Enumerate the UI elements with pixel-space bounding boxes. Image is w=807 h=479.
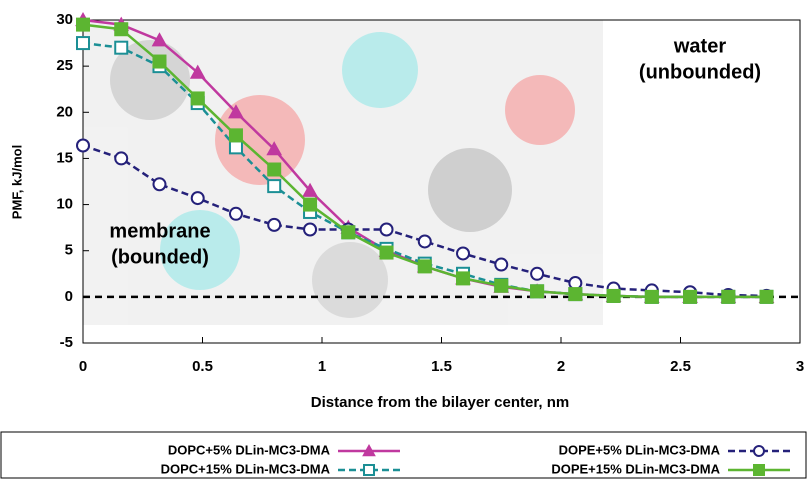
marker xyxy=(114,40,129,55)
marker xyxy=(759,289,774,304)
marker xyxy=(152,177,167,192)
marker xyxy=(494,257,509,272)
legend-box xyxy=(0,431,807,479)
annotation: (unbounded) xyxy=(639,61,761,83)
marker xyxy=(76,17,90,32)
marker xyxy=(266,141,283,156)
y-tick-label: 15 xyxy=(56,149,73,166)
legend-label: DOPC+5% DLin-MC3-DMA xyxy=(168,442,331,457)
marker xyxy=(76,138,90,153)
marker xyxy=(152,54,167,69)
legend-label: DOPE+5% DLin-MC3-DMA xyxy=(559,442,721,457)
marker xyxy=(456,246,471,261)
marker xyxy=(379,245,394,260)
marker xyxy=(267,179,282,194)
marker xyxy=(568,287,583,302)
marker xyxy=(417,259,432,274)
marker xyxy=(151,32,168,47)
marker xyxy=(189,64,206,79)
y-tick-label: 0 xyxy=(65,288,73,305)
marker xyxy=(644,289,659,304)
atom xyxy=(110,40,190,120)
marker xyxy=(228,206,243,221)
x-tick-label: 2.5 xyxy=(670,358,691,375)
marker xyxy=(530,284,545,299)
marker xyxy=(76,36,90,51)
atom xyxy=(312,242,388,318)
x-tick-label: 0.5 xyxy=(192,358,213,375)
marker xyxy=(303,222,318,237)
marker xyxy=(228,140,243,155)
annotation: membrane xyxy=(109,220,210,242)
x-tick-label: 3 xyxy=(796,358,804,375)
series xyxy=(76,17,774,304)
legend-label: DOPC+15% DLin-MC3-DMA xyxy=(161,461,331,476)
y-tick-label: 25 xyxy=(56,57,73,74)
marker xyxy=(114,151,129,166)
annotation: water xyxy=(673,35,726,57)
marker xyxy=(753,464,765,476)
marker xyxy=(267,162,282,177)
marker xyxy=(267,217,282,232)
atom xyxy=(160,210,240,290)
marker xyxy=(417,234,432,249)
marker xyxy=(228,128,243,143)
marker xyxy=(379,222,394,237)
marker xyxy=(606,288,621,303)
y-tick-label: -5 xyxy=(60,334,73,351)
x-tick-label: 0 xyxy=(79,358,87,375)
marker xyxy=(341,225,356,240)
marker xyxy=(114,22,129,37)
marker xyxy=(753,445,765,457)
y-tick-label: 30 xyxy=(56,11,73,28)
marker xyxy=(721,289,736,304)
atom xyxy=(342,32,418,108)
marker xyxy=(190,191,205,206)
marker xyxy=(190,91,205,106)
marker xyxy=(683,289,698,304)
annotation: (bounded) xyxy=(111,246,209,268)
y-tick-label: 5 xyxy=(65,242,73,259)
marker xyxy=(228,104,244,119)
y-tick-label: 20 xyxy=(56,103,73,120)
x-axis-label: Distance from the bilayer center, nm xyxy=(311,394,569,411)
y-axis-label: PMF, kJ/mol xyxy=(9,145,24,219)
marker xyxy=(362,443,376,457)
x-tick-label: 1 xyxy=(318,358,326,375)
x-tick-label: 1.5 xyxy=(431,358,452,375)
marker xyxy=(456,271,471,286)
x-tick-label: 2 xyxy=(557,358,565,375)
marker xyxy=(494,278,509,293)
legend-label: DOPE+15% DLin-MC3-DMA xyxy=(551,461,720,476)
atom xyxy=(428,148,512,232)
marker xyxy=(303,197,318,212)
atom xyxy=(505,75,575,145)
marker xyxy=(302,182,318,197)
y-tick-label: 10 xyxy=(56,196,73,213)
marker xyxy=(363,464,375,476)
marker xyxy=(530,266,545,281)
